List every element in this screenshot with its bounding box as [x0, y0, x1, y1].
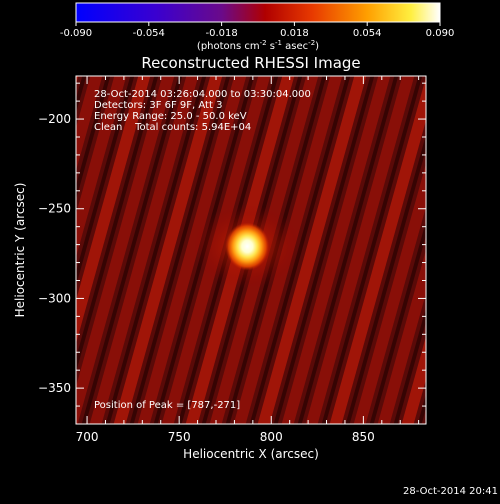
fringe-band: [305, 76, 415, 424]
fringe-dark: [440, 70, 500, 430]
fringe-dark: [369, 221, 426, 424]
info-counts: Clean Total counts: 5.94E+04: [94, 122, 251, 133]
fringe-band: [76, 76, 175, 424]
fringe-dark: [393, 307, 426, 424]
y-tick-label: −350: [38, 381, 71, 395]
source-peak: [225, 222, 270, 271]
y-tick-label: −250: [38, 202, 71, 216]
fringe-band: [377, 250, 426, 424]
fringe-dark: [464, 70, 500, 430]
colorbar-units: (photons cm-2 s-1 asec-2): [197, 39, 319, 52]
fringe-band: [89, 76, 199, 424]
colorbar-tick-label: -0.054: [133, 28, 165, 39]
colorbar: -0.090 -0.054 -0.018 0.018 0.054 0.090 (photo…: [60, 2, 454, 52]
plot-frame: [75, 75, 427, 425]
y-tick-label: −300: [38, 291, 71, 305]
x-tick-label: 800: [260, 430, 283, 444]
peak-position-label: Position of Peak = [787,-271]: [94, 400, 240, 411]
fringe-dark: [488, 70, 500, 430]
fringe-dark: [76, 76, 159, 373]
axis-ticks: 700 750 800 850 −200 −250 −300 −350: [38, 76, 426, 444]
fringe-band: [353, 163, 426, 424]
fringe-dark: [76, 76, 111, 200]
colorbar-tick-label: -0.090: [60, 28, 92, 39]
fringe-band: [401, 336, 426, 424]
fringe-band: [496, 70, 500, 430]
info-detectors: Detectors: 3F 6F 9F, Att 3: [94, 100, 222, 111]
x-axis-label: Heliocentric X (arcsec): [183, 447, 319, 461]
y-axis-label: Heliocentric Y (arcsec): [13, 183, 27, 318]
fringe-band: [113, 76, 223, 424]
fringe-dark: [321, 76, 423, 424]
colorbar-gradient: [75, 2, 441, 23]
fringe-band: [257, 76, 367, 424]
colorbar-tick-label: 0.054: [353, 28, 382, 39]
fringe-dark: [76, 76, 87, 114]
fringe-band: [76, 76, 103, 171]
footer-date: 28-Oct-2014 20:41: [403, 486, 498, 497]
fringe-band: [329, 77, 426, 424]
x-tick-label: 700: [76, 430, 99, 444]
fringe-dark: [129, 76, 231, 424]
fringe-dark: [76, 76, 135, 286]
colorbar-ticks: -0.090 -0.054 -0.018 0.018 0.054 0.090: [60, 22, 454, 39]
fringe-band: [76, 76, 127, 258]
colorbar-tick-label: 0.090: [426, 28, 455, 39]
fringe-dark: [417, 394, 426, 424]
heatmap-image: [0, 70, 500, 430]
info-time-range: 28-Oct-2014 03:26:04.000 to 03:30:04.000: [94, 89, 311, 100]
plot-title: Reconstructed RHESSI Image: [141, 54, 360, 72]
fringe-band: [137, 76, 247, 424]
fringe-dark: [273, 76, 375, 424]
fringe-dark: [297, 76, 399, 424]
fringe-band: [76, 76, 79, 85]
x-tick-label: 850: [352, 430, 375, 444]
fringe-dark: [81, 76, 183, 424]
observation-info: 28-Oct-2014 03:26:04.000 to 03:30:04.000…: [94, 89, 311, 133]
info-energy-range: Energy Range: 25.0 - 50.0 keV: [94, 111, 247, 122]
fringe-band: [472, 70, 500, 430]
y-tick-label: −200: [38, 112, 71, 126]
fringe-dark: [345, 134, 426, 424]
colorbar-tick-label: -0.018: [205, 28, 237, 39]
fringe-band: [448, 70, 500, 430]
fringe-band: [0, 70, 8, 430]
x-tick-label: 750: [168, 430, 191, 444]
colorbar-tick-label: 0.018: [280, 28, 309, 39]
fringe-band: [76, 76, 151, 344]
fringe-band: [425, 422, 426, 424]
fringe-band: [281, 76, 391, 424]
fringe-dark: [105, 76, 207, 424]
